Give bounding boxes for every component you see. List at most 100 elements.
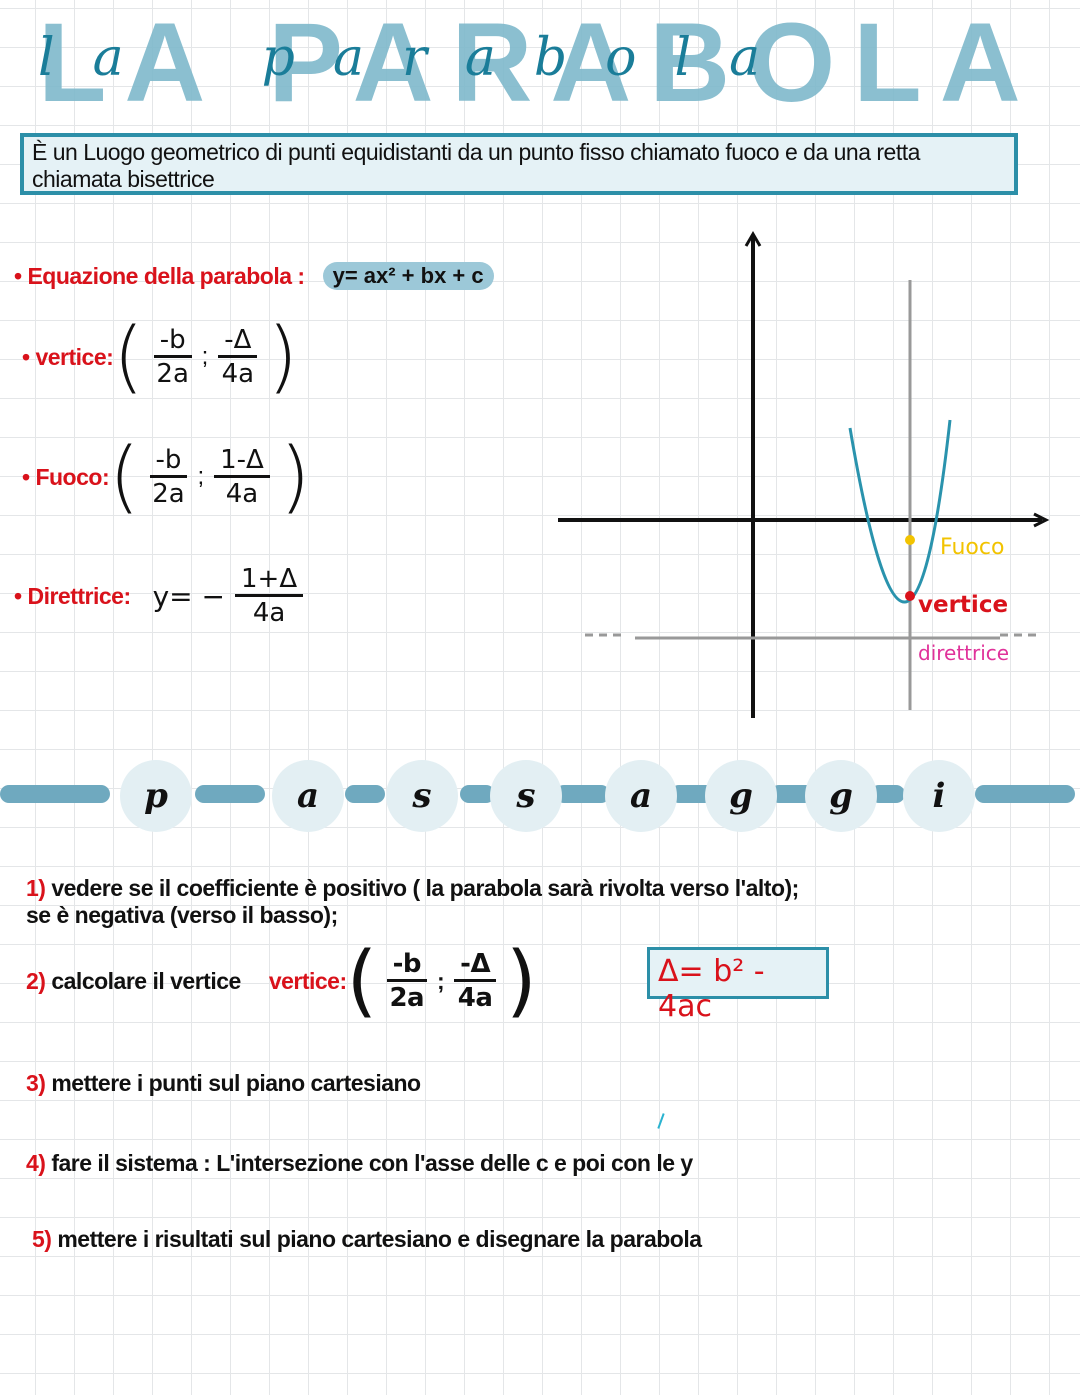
numerator: -b	[153, 325, 192, 358]
definition-box: È un Luogo geometrico di punti equidista…	[20, 133, 1018, 195]
direttrice-label-text: Direttrice:	[27, 583, 131, 609]
denominator: 4a	[225, 478, 259, 509]
step-number: 1)	[26, 875, 46, 901]
separator: ;	[436, 967, 445, 994]
title-script-overlay: la parabola	[38, 28, 798, 88]
numerator: 1+Δ	[235, 564, 304, 597]
fraction: -b 2a	[153, 325, 192, 390]
step-text: vedere se il coefficiente è positivo ( l…	[51, 875, 799, 901]
step-4: 4) fare il sistema : L'intersezione con …	[26, 1150, 693, 1177]
numerator: -Δ	[454, 949, 497, 982]
fuoco-point	[905, 535, 915, 545]
step-text: mettere i risultati sul piano cartesiano…	[57, 1226, 702, 1252]
script-letter: a	[332, 28, 402, 88]
vertice-point	[905, 591, 915, 601]
banner-bar	[975, 785, 1075, 803]
script-letter: o	[605, 28, 675, 88]
denominator: 2a	[389, 982, 425, 1013]
step-5: 5) mettere i risultati sul piano cartesi…	[32, 1226, 702, 1253]
script-letter: l	[674, 28, 730, 88]
denominator: 4a	[457, 982, 493, 1013]
vertice-label: • vertice:	[22, 343, 114, 370]
fuoco-label: Fuoco	[940, 535, 1004, 560]
banner-letter: a	[272, 760, 344, 832]
vertice-label: vertice:	[268, 967, 347, 994]
direttrice-label: • Direttrice:	[14, 583, 131, 609]
banner-letter: p	[120, 760, 192, 832]
step-3: 3) mettere i punti sul piano cartesiano	[26, 1070, 421, 1097]
paren-close: )	[267, 312, 298, 402]
numerator: 1-Δ	[214, 445, 270, 478]
numerator: -Δ	[218, 325, 258, 358]
banner-bar	[555, 785, 610, 803]
direttrice-prefix: y= −	[152, 580, 226, 613]
step-text: fare il sistema : L'intersezione con l'a…	[51, 1150, 693, 1176]
banner-bar	[0, 785, 110, 803]
banner-bar	[345, 785, 385, 803]
fraction: -b 2a	[149, 445, 188, 510]
script-letter: r	[401, 28, 465, 88]
banner-bar	[870, 785, 905, 803]
equation-label: Equazione della parabola :	[27, 262, 305, 289]
step-text: se è negativa (verso il basso);	[26, 902, 338, 928]
stray-mark	[657, 1113, 665, 1129]
parabola-graph: Fuoco vertice direttrice	[558, 231, 1050, 718]
vertice-formula: • vertice: ( -b 2a ; -Δ 4a )	[22, 318, 298, 396]
script-letter: l	[38, 28, 93, 88]
fuoco-label-text: Fuoco:	[35, 463, 110, 490]
script-letter: a	[92, 28, 162, 88]
paren-open: (	[346, 936, 377, 1026]
x-axis-arrow	[1033, 512, 1050, 528]
step-2: 2) calcolare il vertice vertice: ( -b 2a …	[26, 936, 537, 1026]
fraction: -Δ 4a	[454, 949, 497, 1014]
paren-close: )	[279, 432, 311, 522]
banner-bar	[195, 785, 265, 803]
numerator: -b	[149, 445, 188, 478]
equation-row: • Equazione della parabola : y= ax² + bx…	[14, 262, 494, 290]
vertice-label-text: vertice:	[35, 343, 114, 370]
denominator: 2a	[156, 358, 189, 389]
bullet: •	[14, 262, 28, 289]
script-letter: p	[261, 28, 333, 88]
separator: ;	[201, 343, 209, 370]
paren-close: )	[506, 936, 537, 1026]
direttrice-formula: • Direttrice: y= − 1+Δ 4a	[14, 564, 313, 629]
step-text: mettere i punti sul piano cartesiano	[51, 1070, 421, 1096]
numerator: -b	[386, 949, 427, 982]
step-number: 5)	[32, 1226, 52, 1252]
delta-formula-box: Δ= b² - 4ac	[647, 947, 829, 1024]
banner-letter: s	[386, 760, 458, 832]
banner-bar	[460, 785, 495, 803]
separator: ;	[197, 463, 205, 490]
fraction: -Δ 4a	[218, 325, 258, 390]
y-axis-arrow	[744, 231, 762, 247]
fraction: -b 2a	[386, 949, 427, 1014]
banner-letter: g	[805, 760, 877, 832]
denominator: 2a	[152, 478, 185, 509]
vertice-label: vertice	[918, 592, 1008, 618]
fraction: 1-Δ 4a	[214, 445, 270, 510]
banner-letter: i	[903, 760, 975, 832]
equation-formula: y= ax² + bx + c	[322, 262, 494, 290]
script-letter: a	[464, 28, 534, 88]
paren-open: (	[113, 312, 144, 402]
direttrice-label: direttrice	[918, 641, 1009, 665]
fuoco-label: • Fuoco:	[22, 463, 110, 490]
script-letter: a	[729, 28, 799, 88]
step-number: 2)	[26, 967, 46, 994]
script-letter: b	[533, 28, 606, 88]
parabola-curve	[848, 419, 952, 604]
step-1: 1) vedere se il coefficiente è positivo …	[26, 875, 799, 929]
page-title: LA PARABOLA	[38, 0, 1039, 125]
step-text: calcolare il vertice	[51, 967, 241, 994]
denominator: 4a	[252, 598, 286, 628]
step-number: 3)	[26, 1070, 46, 1096]
banner-letter: s	[490, 760, 562, 832]
step-number: 4)	[26, 1150, 46, 1176]
denominator: 4a	[221, 358, 255, 389]
banner-letter: g	[705, 760, 777, 832]
fraction: 1+Δ 4a	[235, 564, 304, 629]
fuoco-formula: • Fuoco: ( -b 2a ; 1-Δ 4a )	[22, 438, 310, 516]
paren-open: (	[109, 432, 140, 522]
banner-letter: a	[605, 760, 677, 832]
